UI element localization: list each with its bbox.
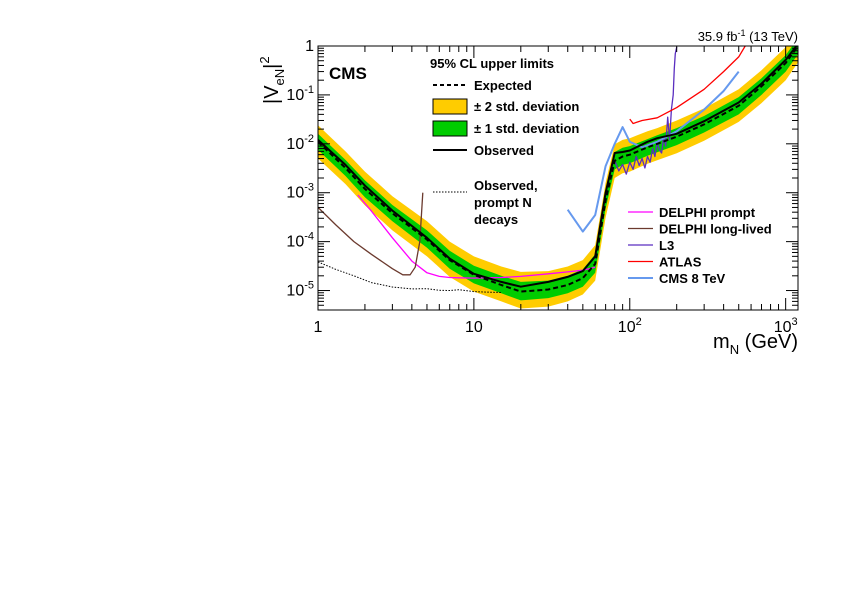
legend-label-delphi-long-lived: DELPHI long-lived [659, 222, 772, 237]
legend-2sigma-swatch [432, 98, 468, 115]
legend-label-l3: L3 [659, 238, 674, 253]
lumi-label: 35.9 fb-1 (13 TeV) [698, 28, 798, 44]
series-observed [318, 46, 798, 288]
x-tick-label: 1 [314, 319, 323, 336]
x-tick-label: 102 [618, 316, 642, 336]
series-delphi-long-lived [318, 192, 424, 276]
cms-label: CMS [329, 64, 367, 83]
limit-curves [318, 46, 798, 293]
legend-1sigma-swatch [432, 120, 468, 137]
y-axis-label: |VeN|2 [257, 56, 287, 104]
legend-expected-label: Expected [474, 78, 532, 93]
legend-2sigma-label: ± 2 std. deviation [474, 99, 579, 114]
series-cms-8-tev [566, 70, 740, 233]
y-tick-label: 10-1 [286, 84, 314, 104]
y-tick-label: 10-2 [286, 133, 314, 153]
band-1sigma [318, 46, 798, 301]
legend-label-cms-8-tev: CMS 8 TeV [659, 271, 726, 286]
series-atlas [629, 46, 746, 125]
legend-title: 95% CL upper limits [430, 56, 554, 71]
y-tick-label: 10-4 [286, 231, 314, 251]
x-tick-label: 10 [465, 319, 483, 336]
legend-label-delphi-prompt: DELPHI prompt [659, 205, 756, 220]
legend-observed-label: Observed [474, 143, 534, 158]
x-axis-label: mN (GeV) [713, 331, 798, 357]
uncertainty-bands [318, 46, 798, 309]
series-l3 [614, 46, 678, 175]
y-tick-label: 1 [305, 38, 314, 55]
series-expected [318, 46, 798, 293]
series-delphi-prompt [357, 194, 596, 279]
x-tick-label: 103 [774, 316, 798, 336]
legend-main: 95% CL upper limits Expected ± 2 std. de… [430, 56, 579, 227]
axes: 1 10 102 103 10-5 10-4 10-3 10-2 10-1 1 [286, 38, 798, 336]
legend-1sigma-label: ± 1 std. deviation [474, 121, 579, 136]
legend-label-atlas: ATLAS [659, 255, 702, 270]
y-tick-label: 10-5 [286, 280, 314, 300]
y-tick-label: 10-3 [286, 182, 314, 202]
